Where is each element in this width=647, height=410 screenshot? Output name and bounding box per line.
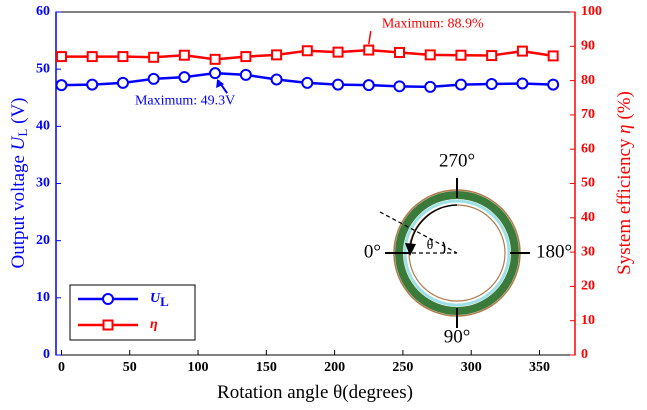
y-tick-label: 10 bbox=[36, 290, 50, 305]
y-tick-label: 60 bbox=[36, 4, 50, 19]
data-point bbox=[487, 79, 497, 89]
legend-label: η bbox=[150, 317, 158, 332]
y2-tick-label: 30 bbox=[581, 244, 595, 259]
x-tick-label: 100 bbox=[188, 360, 209, 375]
x-axis-label: Rotation angle θ(degrees) bbox=[217, 382, 413, 403]
y-tick-label: 30 bbox=[36, 176, 50, 191]
data-point bbox=[272, 74, 282, 84]
y2-tick-label: 10 bbox=[581, 313, 595, 328]
y2-tick-label: 20 bbox=[581, 279, 595, 294]
y-label-unit: (V) bbox=[8, 97, 29, 128]
y2-tick-label: 100 bbox=[581, 4, 602, 19]
legend-marker bbox=[103, 294, 113, 304]
data-point bbox=[517, 78, 527, 88]
data-point bbox=[364, 80, 374, 90]
inset-label: 180° bbox=[536, 241, 572, 262]
y2-label-text: System efficiency bbox=[614, 134, 635, 275]
y2-label-symbol: η bbox=[614, 124, 635, 133]
x-tick-label: 200 bbox=[324, 360, 345, 375]
y2-label-unit: (%) bbox=[614, 91, 635, 124]
legend-box bbox=[70, 285, 195, 340]
data-point bbox=[394, 81, 404, 91]
inset-label: 270° bbox=[439, 150, 475, 171]
y-tick-label: 20 bbox=[36, 233, 50, 248]
x-label-text: Rotation angle bbox=[217, 382, 333, 403]
data-point bbox=[179, 72, 189, 82]
data-point bbox=[87, 80, 97, 90]
y2-tick-label: 90 bbox=[581, 39, 595, 54]
data-point bbox=[302, 78, 312, 88]
y-tick-label: 0 bbox=[43, 347, 50, 362]
data-point bbox=[57, 52, 66, 61]
x-tick-label: 150 bbox=[256, 360, 277, 375]
data-point bbox=[149, 74, 159, 84]
data-point bbox=[518, 47, 527, 56]
x-tick-label: 250 bbox=[392, 360, 413, 375]
y-axis-label: Output voltage UL (V) bbox=[8, 97, 30, 268]
annotation: Maximum: 49.3V bbox=[135, 93, 235, 108]
inset-label: 90° bbox=[444, 326, 471, 347]
inset-diagram: 270° 180° 90° 0° θ bbox=[364, 150, 572, 347]
y2-tick-label: 70 bbox=[581, 107, 595, 122]
data-point bbox=[395, 48, 404, 57]
annotation: Maximum: 88.9% bbox=[382, 16, 484, 31]
x-tick-label: 0 bbox=[58, 360, 65, 375]
x-label-unit: (degrees) bbox=[342, 382, 413, 403]
inset-label: θ bbox=[427, 238, 434, 253]
data-point bbox=[548, 80, 558, 90]
chart: Rotation angle θ(degrees) Output voltage… bbox=[0, 0, 647, 410]
data-point bbox=[425, 82, 435, 92]
theta-arc bbox=[443, 242, 445, 253]
data-point bbox=[426, 50, 435, 59]
data-point bbox=[241, 52, 250, 61]
x-tick-label: 50 bbox=[123, 360, 137, 375]
data-point bbox=[56, 80, 66, 90]
y-label-subscript: L bbox=[15, 129, 30, 137]
y2-axis-label: System efficiency η (%) bbox=[614, 91, 635, 275]
rotation-arrowhead bbox=[405, 243, 416, 256]
data-point bbox=[303, 46, 312, 55]
x-label-symbol: θ bbox=[333, 382, 342, 403]
y-tick-label: 50 bbox=[36, 61, 50, 76]
data-point bbox=[149, 53, 158, 62]
x-tick-label: 350 bbox=[529, 360, 550, 375]
data-point bbox=[118, 52, 127, 61]
y-tick-label: 40 bbox=[36, 119, 50, 134]
legend-label-text: η bbox=[150, 317, 158, 332]
data-point bbox=[241, 70, 251, 80]
data-point bbox=[456, 51, 465, 60]
legend-label-subscript: L bbox=[160, 294, 169, 309]
data-point bbox=[456, 80, 466, 90]
data-point bbox=[180, 51, 189, 60]
data-point bbox=[334, 48, 343, 57]
data-point bbox=[333, 80, 343, 90]
data-point bbox=[88, 52, 97, 61]
y2-tick-label: 60 bbox=[581, 141, 595, 156]
data-point bbox=[549, 51, 558, 60]
y-label-text: Output voltage bbox=[8, 150, 29, 268]
data-point bbox=[118, 78, 128, 88]
inset-label: 0° bbox=[364, 241, 381, 262]
y2-tick-label: 0 bbox=[581, 347, 588, 362]
legend-marker bbox=[104, 321, 113, 330]
data-point bbox=[364, 46, 373, 55]
y2-tick-label: 50 bbox=[581, 176, 595, 191]
data-point bbox=[210, 68, 220, 78]
data-point bbox=[211, 55, 220, 64]
annotation-arrow bbox=[369, 31, 371, 44]
data-point bbox=[487, 51, 496, 60]
y2-tick-label: 40 bbox=[581, 210, 595, 225]
data-point bbox=[272, 50, 281, 59]
y2-tick-label: 80 bbox=[581, 73, 595, 88]
x-tick-label: 300 bbox=[461, 360, 482, 375]
